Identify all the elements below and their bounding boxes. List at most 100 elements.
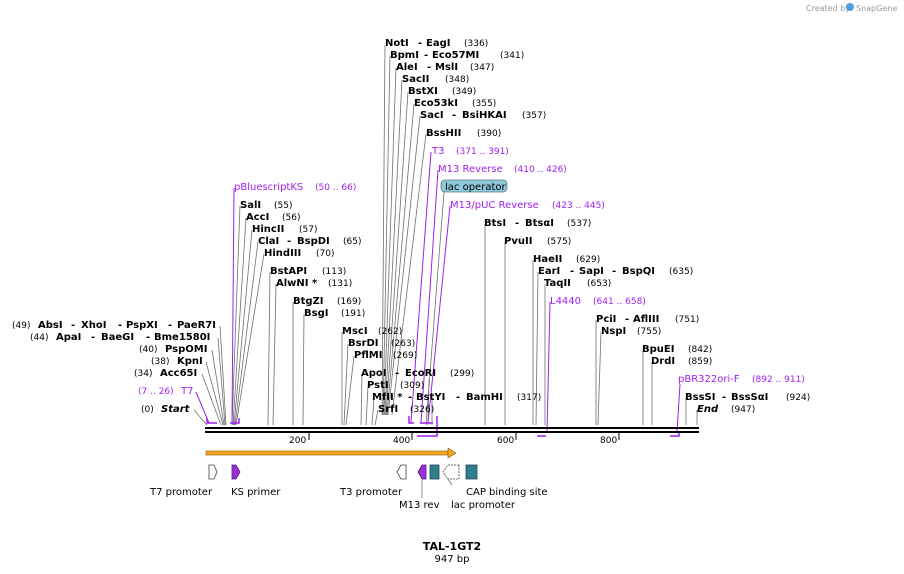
site-label-eco57mi: Eco57MI (432, 50, 479, 61)
svg-text:-: - (570, 266, 574, 277)
top-primer-labels: T3 (371 .. 391) M13 Reverse (410 .. 426)… (431, 146, 605, 211)
svg-text:(629): (629) (576, 255, 600, 265)
site-pos-349: (349) (452, 87, 476, 97)
feature-label-t7-promoter: T7 promoter (149, 487, 213, 498)
cap-binding-site-box-icon (465, 464, 478, 480)
primer-range-l4440: (641 .. 658) (593, 297, 646, 307)
site-label-drdi: DrdI (651, 356, 675, 367)
site-label-hindiii: HindIII (264, 248, 301, 259)
site-label-xhoi: XhoI (81, 320, 106, 331)
orf-arrow (205, 447, 457, 459)
primer-label-pbluescriptks: pBluescriptKS (234, 182, 303, 193)
svg-text:(0): (0) (141, 405, 154, 415)
site-pos-341: (341) (500, 51, 524, 61)
tick-400: 400 (393, 436, 410, 446)
site-label-sacii: SacII (402, 74, 429, 85)
site-label-bpmi: BpmI (390, 50, 419, 61)
primer-label-l4440: L4440 (550, 296, 581, 307)
svg-text:-: - (515, 218, 519, 229)
svg-text:(191): (191) (341, 309, 365, 319)
site-label-bstapi: BstAPI (270, 266, 307, 277)
site-label-pvuii: PvuII (504, 236, 532, 247)
site-label-bsrdi: BsrDI (348, 338, 379, 349)
site-label-paer7i: PaeR7I (177, 320, 216, 331)
primer-range-t3: (371 .. 391) (456, 147, 509, 157)
site-label-msli: MslI (435, 62, 458, 73)
site-label-alwni: AlwNI * (276, 278, 318, 289)
site-label-kpni: KpnI (177, 356, 203, 367)
site-label-nspi: NspI (601, 326, 626, 337)
site-label-btsi: BtsI (484, 218, 506, 229)
site-label-eco53ki: Eco53kI (414, 98, 458, 109)
site-label-bstxi: BstXI (408, 86, 438, 97)
site-label-alei: AleI (396, 62, 418, 73)
ruler: 200 400 600 800 (289, 433, 620, 446)
svg-text:-: - (625, 314, 629, 325)
site-label-bamhi: BamHI (466, 392, 503, 403)
svg-text:(56): (56) (282, 213, 300, 223)
site-label-bsihkai: BsiHKAI (462, 110, 507, 121)
svg-text:(859): (859) (688, 357, 712, 367)
site-label-apoi: ApoI (361, 368, 387, 379)
left-site-labels: pBluescriptKS (50 .. 66) SalI (55) AccI … (234, 182, 365, 319)
site-label-mfii: MfII * (372, 392, 403, 403)
site-label-hincii: HincII (252, 224, 284, 235)
site-label-sali: SalI (240, 200, 261, 211)
svg-text:(575): (575) (547, 237, 571, 247)
site-pos-336: (336) (464, 39, 488, 49)
primer-marks (206, 416, 680, 437)
svg-text:(947): (947) (731, 405, 755, 415)
svg-text:(755): (755) (637, 327, 661, 337)
map-length: 947 bp (435, 554, 470, 565)
site-label-noti: NotI (385, 38, 409, 49)
svg-text:(317): (317) (517, 393, 541, 403)
svg-text:-: - (408, 392, 412, 403)
svg-text:(49): (49) (12, 321, 30, 331)
site-label-pspxi: PspXI (126, 320, 158, 331)
site-label-bsgi: BsgI (304, 308, 328, 319)
svg-text:-: - (395, 368, 399, 379)
svg-text:-: - (287, 236, 291, 247)
map-title: TAL-1GT2 (423, 540, 481, 553)
snapgene-logo-icon (846, 3, 854, 11)
primer-label-m13-puc-reverse: M13/pUC Reverse (450, 200, 539, 211)
feature-label-m13-rev: M13 rev (399, 500, 440, 511)
svg-text:(751): (751) (675, 315, 699, 325)
site-label-taqii: TaqII (544, 278, 571, 289)
middle-site-labels: MscI (262) BsrDI (263) PflMI (269) ApoI … (342, 326, 541, 415)
svg-text:-: - (71, 320, 75, 331)
svg-text:(269): (269) (393, 351, 417, 361)
ks-primer-arrow-icon (231, 464, 241, 480)
svg-text:(653): (653) (587, 279, 611, 289)
site-pos-355: (355) (472, 99, 496, 109)
site-label-acc65i: Acc65I (160, 368, 197, 379)
svg-text:(299): (299) (450, 369, 474, 379)
site-label-sapi: SapI (579, 266, 604, 277)
t7-promoter-arrow-icon (208, 464, 218, 480)
credit-brand: SnapGene (856, 4, 897, 13)
site-pos-348: (348) (445, 75, 469, 85)
feature-label-ks-primer: KS primer (231, 487, 281, 498)
feature-label-lac-promoter: lac promoter (451, 500, 516, 511)
site-pos-347: (347) (470, 63, 494, 73)
site-label-baegi: BaeGI (101, 332, 134, 343)
svg-text:(263): (263) (391, 339, 415, 349)
primer-label-t3: T3 (431, 146, 444, 157)
svg-text:(326): (326) (410, 405, 434, 415)
svg-text:(842): (842) (688, 345, 712, 355)
svg-text:-: - (456, 392, 460, 403)
site-label-eagi: EagI (426, 38, 450, 49)
site-label-clai: ClaI (258, 236, 279, 247)
t3-promoter-arrow-icon (396, 464, 407, 480)
svg-text:-: - (118, 320, 122, 331)
site-label-psti: PstI (367, 380, 389, 391)
lac-promoter-arrow-icon (442, 464, 460, 480)
svg-text:(70): (70) (316, 249, 334, 259)
site-label-ecori: EcoRI (405, 368, 436, 379)
site-label-bsssi: BssSI (685, 392, 715, 403)
site-label-psppomi: PspOMI (165, 344, 207, 355)
tick-600: 600 (497, 436, 514, 446)
svg-text:-: - (612, 266, 616, 277)
site-label-bsssai: BssSαI (731, 392, 768, 403)
